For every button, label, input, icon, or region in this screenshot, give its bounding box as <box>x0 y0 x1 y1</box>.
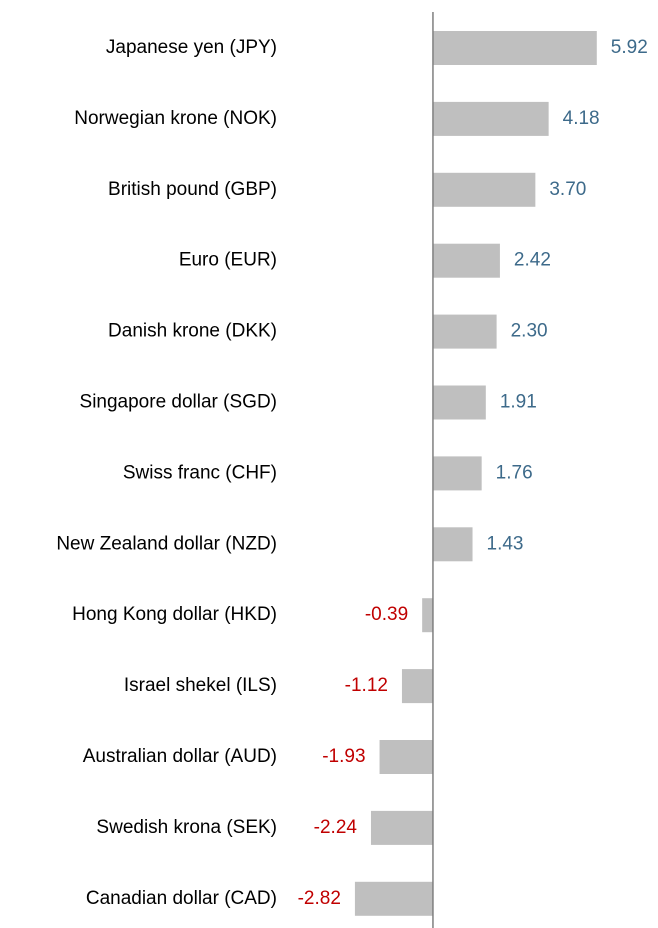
category-label: Israel shekel (ILS) <box>124 675 277 696</box>
value-label: 4.18 <box>563 108 600 129</box>
category-label: British pound (GBP) <box>108 179 277 200</box>
bar <box>401 669 433 704</box>
category-label: Australian dollar (AUD) <box>83 746 277 767</box>
bar <box>432 314 497 349</box>
value-label: 1.76 <box>496 462 533 483</box>
category-label: Hong Kong dollar (HKD) <box>72 604 277 625</box>
category-label: Danish krone (DKK) <box>108 321 277 342</box>
value-label: 1.43 <box>487 533 524 554</box>
bar <box>422 598 433 633</box>
bar <box>432 527 473 562</box>
bar <box>432 243 500 278</box>
category-label: New Zealand dollar (NZD) <box>56 533 277 554</box>
category-label: Swiss franc (CHF) <box>123 462 277 483</box>
category-label: Swedish krona (SEK) <box>96 817 277 838</box>
bar <box>370 810 433 845</box>
value-label: 2.42 <box>514 250 551 271</box>
category-label: Japanese yen (JPY) <box>106 37 277 58</box>
value-label: -2.82 <box>298 888 341 909</box>
category-label: Norwegian krone (NOK) <box>74 108 277 129</box>
bar <box>432 31 597 65</box>
value-label: 2.30 <box>511 321 548 342</box>
value-label: 5.92 <box>611 37 648 58</box>
bar <box>354 881 433 916</box>
value-label: -2.24 <box>314 817 358 838</box>
value-label: -1.12 <box>345 675 388 696</box>
bar <box>379 740 433 774</box>
value-label: 1.91 <box>500 392 537 413</box>
value-label: -0.39 <box>365 604 408 625</box>
category-label: Euro (EUR) <box>179 250 277 271</box>
value-label: 3.70 <box>549 179 586 200</box>
category-label: Singapore dollar (SGD) <box>80 392 277 413</box>
bar <box>432 385 486 420</box>
category-label: Canadian dollar (CAD) <box>86 888 277 909</box>
value-label: -1.93 <box>322 746 365 767</box>
bar <box>432 456 482 491</box>
bar <box>432 172 536 207</box>
bar <box>432 101 549 136</box>
